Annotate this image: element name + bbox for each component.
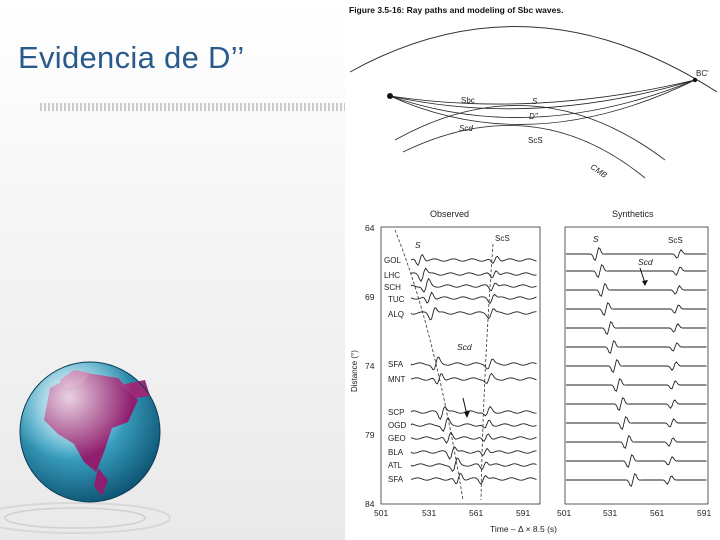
obs-scd-arrow-head [464, 411, 470, 418]
obs-label-s: S [415, 240, 421, 250]
station-label: MNT [388, 375, 405, 384]
label-scs: ScS [528, 136, 543, 145]
source-dot [387, 93, 393, 99]
label-scd: Scd [459, 124, 473, 133]
x-tick: 531 [603, 508, 617, 518]
distance-axis-ticks: 64 69 74 79 84 [365, 223, 375, 509]
x-axis-label: Time – Δ × 8.5 (s) [490, 524, 557, 534]
observed-traces [410, 253, 537, 485]
station-label: GOL [384, 256, 401, 265]
station-label: SFA [388, 360, 404, 369]
observed-trace [410, 446, 537, 460]
y-tick: 79 [365, 430, 375, 440]
station-label: SCH [384, 283, 401, 292]
synthetic-trace [566, 321, 707, 335]
synthetic-trace [566, 454, 707, 468]
scd-arrow [639, 267, 646, 284]
y-tick: 74 [365, 361, 375, 371]
observed-trace [410, 372, 537, 385]
figure-caption: Figure 3.5-16: Ray paths and modeling of… [349, 5, 564, 15]
y-tick: 69 [365, 292, 375, 302]
station-label: BLA [388, 448, 404, 457]
slide-title: Evidencia de D’’ [18, 40, 245, 75]
ray-path-1 [389, 79, 696, 110]
station-labels: GOL LHC SCH TUC ALQ SFA MNT SCP OGD GEO … [384, 256, 406, 484]
synthetic-trace [566, 397, 707, 411]
observed-trace [410, 253, 537, 267]
station-label: ATL [388, 461, 403, 470]
observed-trace [410, 267, 537, 283]
label-bc: BC' [696, 69, 709, 78]
receiver-dot [692, 77, 698, 83]
obs-s-arrival-dashed [394, 229, 464, 501]
observed-title: Observed [430, 209, 469, 219]
label-s: S [532, 97, 538, 106]
y-tick: 64 [365, 223, 375, 233]
observed-trace [410, 416, 537, 432]
station-label: GEO [388, 434, 406, 443]
observed-frame [380, 226, 541, 505]
x-tick: 531 [422, 508, 436, 518]
station-label: LHC [384, 271, 400, 280]
ray-path-4 [389, 79, 696, 105]
synthetic-trace [566, 416, 707, 430]
syn-label-s: S [593, 234, 599, 244]
observed-trace [410, 457, 537, 473]
syn-label-scd: Scd [638, 257, 653, 267]
y-axis-label: Distance (°) [350, 350, 359, 392]
ray-path-2 [389, 79, 696, 118]
observed-trace [410, 472, 537, 485]
x-tick: 591 [697, 508, 711, 518]
synthetic-trace [566, 264, 707, 278]
label-cmb: CMB [589, 162, 609, 180]
observed-trace [410, 431, 537, 444]
ray-path-diagram: BC' Sbc S D'' Scd ScS CMB [349, 26, 718, 180]
seismic-figure: BC' Sbc S D'' Scd ScS CMB Observed Synth… [349, 26, 718, 534]
observed-trace [410, 291, 537, 305]
x-tick: 561 [469, 508, 483, 518]
station-label: ALQ [388, 310, 404, 319]
cmb-arc [402, 124, 646, 179]
x-tick: 591 [516, 508, 530, 518]
synthetics-title: Synthetics [612, 209, 654, 219]
observed-trace [410, 277, 537, 293]
ray-path-3 [389, 79, 696, 125]
label-d2: D'' [529, 112, 538, 121]
scd-arrow-head [642, 280, 648, 286]
x-tick: 561 [650, 508, 664, 518]
synthetic-trace [566, 473, 707, 487]
synthetic-x-ticks: 501 531 561 591 [557, 508, 711, 518]
observed-trace [410, 405, 537, 421]
station-label: TUC [388, 295, 405, 304]
obs-label-scs: ScS [495, 234, 510, 243]
station-label: SCP [388, 408, 404, 417]
station-label: OGD [388, 421, 406, 430]
globe-image [0, 361, 171, 534]
synthetic-traces [566, 247, 707, 487]
x-tick: 501 [374, 508, 388, 518]
label-sbc: Sbc [461, 96, 475, 105]
synthetic-trace [566, 435, 707, 449]
obs-scs-arrival-dashed [480, 243, 494, 501]
synthetic-trace [566, 247, 707, 261]
d2-layer-arc [394, 104, 666, 161]
observed-x-ticks: 501 531 561 591 [374, 508, 530, 518]
y-tick: 84 [365, 499, 375, 509]
observed-trace [410, 307, 537, 321]
synthetic-trace [566, 359, 707, 373]
syn-label-scs: ScS [668, 236, 683, 245]
synthetics-frame [564, 226, 709, 505]
synthetic-trace [566, 378, 707, 392]
earth-surface-arc [349, 26, 718, 93]
station-label: SFA [388, 475, 404, 484]
observed-trace [410, 356, 537, 371]
synthetic-trace [566, 340, 707, 354]
synthetic-trace [566, 302, 707, 316]
x-tick: 501 [557, 508, 571, 518]
synthetic-trace [566, 283, 707, 297]
dotted-divider [40, 103, 346, 111]
obs-label-scd: Scd [457, 342, 472, 352]
